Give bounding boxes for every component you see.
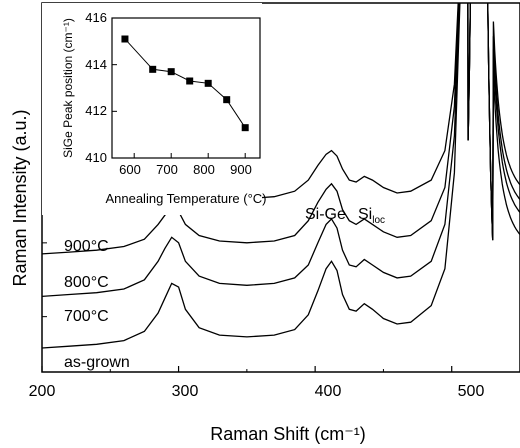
inset-ytick-label-414: 414 xyxy=(85,57,107,72)
inset-ticks xyxy=(112,17,246,159)
series-label-700: 700°C xyxy=(64,308,109,325)
inset-point-850 xyxy=(223,96,231,104)
series-line-700-c xyxy=(42,3,520,298)
main-series-group xyxy=(42,3,520,349)
inset-ytick-label-412: 412 xyxy=(85,103,107,118)
main-xtick-label-300: 300 xyxy=(172,383,199,400)
inset-y-axis-label: SiGe Peak position (cm⁻¹) xyxy=(61,18,75,158)
series-line-800-c xyxy=(42,3,520,255)
inset-xtick-label-900: 900 xyxy=(230,162,252,177)
inset-ytick-label-410: 410 xyxy=(85,150,107,165)
inset-point-900 xyxy=(241,124,249,132)
series-line-900-c xyxy=(42,3,520,241)
series-label-800: 800°C xyxy=(64,274,109,291)
annotation-si-loc: Siloc xyxy=(358,206,385,226)
main-xtick-label-400: 400 xyxy=(315,383,342,400)
annotation-si-ge: Si-Ge xyxy=(305,206,346,223)
inset-point-700 xyxy=(167,68,175,76)
annotation-si-loc-main: Si xyxy=(358,206,372,223)
inset-xtick-label-700: 700 xyxy=(156,162,178,177)
inset-background xyxy=(42,3,262,215)
inset-x-axis-label: Annealing Temperature (°C) xyxy=(105,191,266,206)
main-y-axis-label: Raman Intensity (a.u.) xyxy=(10,109,30,286)
inset-point-750 xyxy=(186,77,194,85)
inset-plot-frame xyxy=(111,17,261,159)
main-x-axis-label: Raman Shift (cm⁻¹) xyxy=(210,424,366,444)
inset-point-800 xyxy=(204,79,212,87)
main-xtick-label-500: 500 xyxy=(458,383,485,400)
inset-ytick-label-416: 416 xyxy=(85,10,107,25)
inset-point-650 xyxy=(149,65,157,73)
series-label-900: 900°C xyxy=(64,238,109,255)
series-label-as-grown: as-grown xyxy=(64,354,130,371)
inset-xtick-label-800: 800 xyxy=(193,162,215,177)
inset-data-group xyxy=(121,35,249,132)
annotation-si-loc-sub: loc xyxy=(372,215,385,226)
inset-xtick-label-600: 600 xyxy=(119,162,141,177)
inset-point-575 xyxy=(121,35,129,43)
series-line-as-grown xyxy=(42,3,520,349)
main-xtick-label-200: 200 xyxy=(29,383,56,400)
